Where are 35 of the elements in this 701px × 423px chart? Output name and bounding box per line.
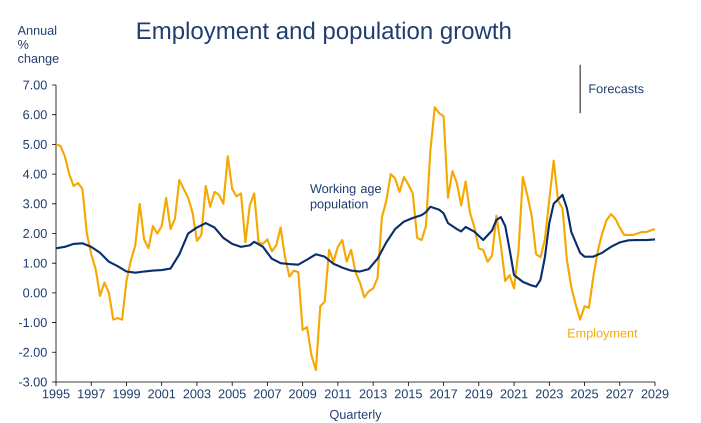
y-tick-label: -3.00 bbox=[18, 378, 47, 386]
y-tick-label: 3.00 bbox=[23, 199, 47, 208]
x-tick-label: 2001 bbox=[148, 389, 176, 398]
x-tick-label: 1997 bbox=[78, 389, 105, 398]
y-tick-label: 7.00 bbox=[23, 80, 47, 90]
x-tick-label: 2011 bbox=[324, 389, 351, 398]
x-tick-label: 2003 bbox=[183, 389, 210, 398]
y-tick-label: -1.00 bbox=[18, 318, 47, 328]
x-axis-title: Quarterly bbox=[330, 410, 382, 422]
y-tick-label: 4.00 bbox=[22, 170, 47, 179]
series-label: Working age population bbox=[310, 184, 381, 211]
x-tick-label: 2019 bbox=[465, 389, 492, 398]
y-tick-label: -2.00 bbox=[18, 348, 47, 357]
y-tick-label: 2.00 bbox=[23, 229, 47, 238]
x-tick-label: 2027 bbox=[606, 389, 634, 398]
x-tick-label: 2005 bbox=[218, 389, 246, 398]
y-axis-title: Annual % change bbox=[18, 26, 59, 66]
x-tick-label: 2025 bbox=[571, 389, 598, 398]
series-label: Employment bbox=[568, 328, 638, 340]
x-tick-label: 2015 bbox=[394, 389, 422, 398]
y-tick-label: 6.00 bbox=[23, 110, 47, 120]
y-tick-label: 1.00 bbox=[24, 258, 47, 268]
chart-title: Employment and population growth bbox=[138, 22, 510, 44]
x-tick-label: 2017 bbox=[430, 389, 458, 398]
y-tick-label: 5.00 bbox=[23, 140, 47, 149]
y-tick-label: 0.00 bbox=[23, 288, 47, 298]
ref-line-label: Forecasts bbox=[589, 84, 644, 94]
x-tick-label: 1999 bbox=[113, 389, 140, 398]
x-tick-label: 2023 bbox=[536, 389, 563, 398]
x-tick-label: 2013 bbox=[360, 389, 387, 398]
x-tick-label: 2029 bbox=[642, 389, 668, 398]
x-tick-label: 1995 bbox=[42, 389, 70, 398]
x-tick-label: 2021 bbox=[500, 389, 528, 398]
x-tick-label: 2009 bbox=[289, 389, 316, 398]
x-tick-label: 2007 bbox=[254, 389, 281, 398]
